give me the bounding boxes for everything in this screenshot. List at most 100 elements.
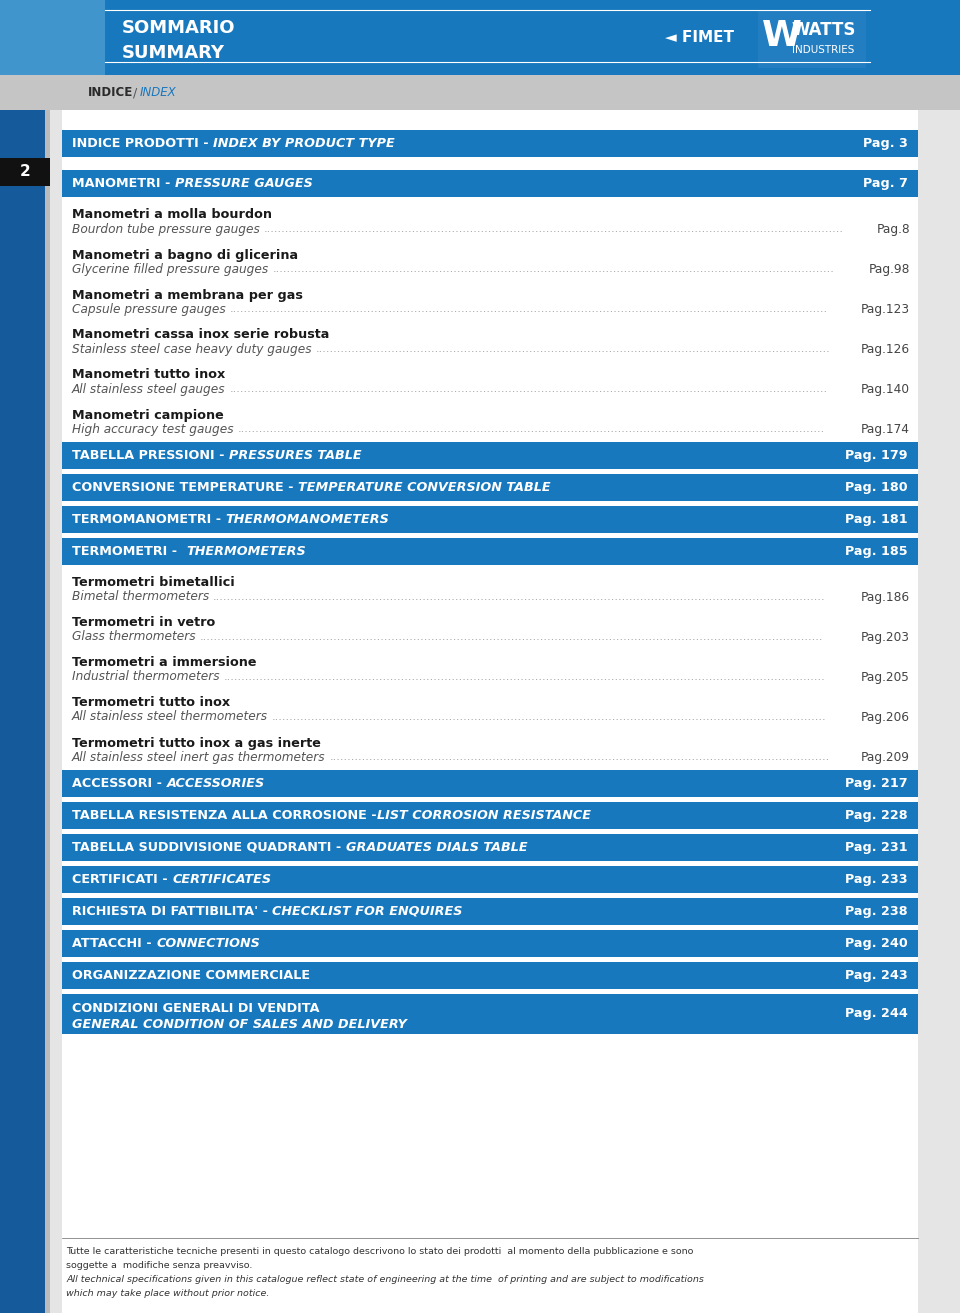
Text: Pag.140: Pag.140 — [861, 382, 910, 395]
Text: Pag. 180: Pag. 180 — [846, 481, 908, 494]
Text: Pag.98: Pag.98 — [869, 263, 910, 276]
Text: Manometri tutto inox: Manometri tutto inox — [72, 369, 226, 382]
Text: Pag. 3: Pag. 3 — [863, 137, 908, 150]
Text: Pag.123: Pag.123 — [861, 302, 910, 315]
Bar — [62, 834, 918, 861]
Text: Pag. 233: Pag. 233 — [846, 873, 908, 886]
Text: Termometri tutto inox a gas inerte: Termometri tutto inox a gas inerte — [72, 737, 321, 750]
Text: ATTACCHI -: ATTACCHI - — [72, 937, 156, 951]
Text: Pag. 217: Pag. 217 — [846, 777, 908, 790]
Text: INDICE PRODOTTI -: INDICE PRODOTTI - — [72, 137, 213, 150]
Bar — [62, 962, 918, 989]
Text: Pag.126: Pag.126 — [861, 343, 910, 356]
Text: CONVERSIONE TEMPERATURE -: CONVERSIONE TEMPERATURE - — [72, 481, 298, 494]
Text: TABELLA SUDDIVISIONE QUADRANTI -: TABELLA SUDDIVISIONE QUADRANTI - — [72, 842, 346, 853]
Text: ................................................................................: ........................................… — [329, 752, 829, 762]
Text: ................................................................................: ........................................… — [224, 672, 826, 681]
Bar — [62, 930, 918, 957]
Text: Manometri a membrana per gas: Manometri a membrana per gas — [72, 289, 302, 302]
Text: Pag. 179: Pag. 179 — [846, 449, 908, 462]
Text: Manometri campione: Manometri campione — [72, 408, 224, 421]
Text: Termometri in vetro: Termometri in vetro — [72, 617, 215, 629]
Text: Capsule pressure gauges: Capsule pressure gauges — [72, 302, 226, 315]
Bar — [45, 110, 50, 1313]
Text: ................................................................................: ........................................… — [229, 383, 828, 394]
Text: TERMOMANOMETRI -: TERMOMANOMETRI - — [72, 513, 226, 527]
Bar — [62, 474, 918, 502]
Text: Pag. 243: Pag. 243 — [845, 969, 908, 982]
Text: W: W — [762, 18, 802, 53]
Text: TABELLA RESISTENZA ALLA CORROSIONE -: TABELLA RESISTENZA ALLA CORROSIONE - — [72, 809, 376, 822]
Text: TEMPERATURE CONVERSION TABLE: TEMPERATURE CONVERSION TABLE — [298, 481, 551, 494]
Bar — [0, 158, 50, 186]
Text: Pag.206: Pag.206 — [861, 710, 910, 723]
Text: Pag. 181: Pag. 181 — [846, 513, 908, 527]
Text: 2: 2 — [19, 164, 31, 180]
Text: TERMOMETRI -: TERMOMETRI - — [72, 545, 186, 558]
Text: CHECKLIST FOR ENQUIRES: CHECKLIST FOR ENQUIRES — [273, 905, 463, 918]
Text: CONDIZIONI GENERALI DI VENDITA: CONDIZIONI GENERALI DI VENDITA — [72, 1002, 320, 1015]
Text: Pag.209: Pag.209 — [861, 751, 910, 763]
Text: Pag.174: Pag.174 — [861, 423, 910, 436]
Text: ORGANIZZAZIONE COMMERCIALE: ORGANIZZAZIONE COMMERCIALE — [72, 969, 310, 982]
Bar — [62, 442, 918, 469]
Text: Pag. 185: Pag. 185 — [846, 545, 908, 558]
Bar — [62, 538, 918, 565]
Text: All technical specifications given in this catalogue reflect state of engineerin: All technical specifications given in th… — [66, 1275, 704, 1284]
Text: THERMOMETERS: THERMOMETERS — [186, 545, 305, 558]
Text: INDEX: INDEX — [140, 85, 177, 98]
Text: SOMMARIO: SOMMARIO — [122, 18, 235, 37]
Text: CONNECTIONS: CONNECTIONS — [156, 937, 260, 951]
Text: INDEX BY PRODUCT TYPE: INDEX BY PRODUCT TYPE — [213, 137, 395, 150]
Text: ................................................................................: ........................................… — [272, 712, 827, 722]
Text: Termometri a immersione: Termometri a immersione — [72, 656, 256, 670]
Text: Termometri tutto inox: Termometri tutto inox — [72, 696, 230, 709]
Text: PRESSURE GAUGES: PRESSURE GAUGES — [175, 177, 313, 190]
Text: /: / — [133, 85, 137, 98]
Text: Stainless steel case heavy duty gauges: Stainless steel case heavy duty gauges — [72, 343, 312, 356]
Text: ................................................................................: ........................................… — [273, 264, 834, 274]
Bar — [62, 769, 918, 797]
Text: ................................................................................: ........................................… — [200, 632, 823, 642]
Text: ................................................................................: ........................................… — [213, 592, 826, 601]
Text: ................................................................................: ........................................… — [316, 344, 830, 355]
Text: ................................................................................: ........................................… — [264, 225, 844, 234]
Text: ACCESSORIES: ACCESSORIES — [166, 777, 265, 790]
Text: Pag. 228: Pag. 228 — [846, 809, 908, 822]
Text: Manometri a molla bourdon: Manometri a molla bourdon — [72, 209, 272, 222]
Text: Pag. 240: Pag. 240 — [845, 937, 908, 951]
Text: INDICE: INDICE — [88, 85, 133, 98]
Text: Pag.8: Pag.8 — [876, 222, 910, 235]
Bar — [0, 0, 105, 75]
Bar — [62, 169, 918, 197]
Bar — [0, 110, 45, 1313]
Text: Glass thermometers: Glass thermometers — [72, 630, 196, 643]
Text: GENERAL CONDITION OF SALES AND DELIVERY: GENERAL CONDITION OF SALES AND DELIVERY — [72, 1018, 407, 1031]
Text: Bourdon tube pressure gauges: Bourdon tube pressure gauges — [72, 222, 260, 235]
Text: GRADUATES DIALS TABLE: GRADUATES DIALS TABLE — [346, 842, 527, 853]
Text: PRESSURES TABLE: PRESSURES TABLE — [229, 449, 362, 462]
Bar — [62, 130, 918, 158]
Bar — [62, 802, 918, 829]
Text: TABELLA PRESSIONI -: TABELLA PRESSIONI - — [72, 449, 229, 462]
Text: THERMOMANOMETERS: THERMOMANOMETERS — [226, 513, 390, 527]
Text: SUMMARY: SUMMARY — [122, 45, 225, 62]
Text: All stainless steel gauges: All stainless steel gauges — [72, 382, 226, 395]
Text: ACCESSORI -: ACCESSORI - — [72, 777, 166, 790]
Text: CERTIFICATI -: CERTIFICATI - — [72, 873, 172, 886]
Text: Pag. 7: Pag. 7 — [863, 177, 908, 190]
Text: Pag. 244: Pag. 244 — [845, 1007, 908, 1020]
Text: All stainless steel thermometers: All stainless steel thermometers — [72, 710, 268, 723]
Text: Pag.205: Pag.205 — [861, 671, 910, 684]
Bar — [62, 506, 918, 533]
Text: Manometri cassa inox serie robusta: Manometri cassa inox serie robusta — [72, 328, 329, 341]
Text: ◄ FIMET: ◄ FIMET — [665, 30, 734, 46]
Text: INDUSTRIES: INDUSTRIES — [792, 45, 854, 55]
Text: Pag. 231: Pag. 231 — [846, 842, 908, 853]
Bar — [62, 110, 918, 1313]
Text: Bimetal thermometers: Bimetal thermometers — [72, 591, 209, 604]
Text: Pag.203: Pag.203 — [861, 630, 910, 643]
Text: Tutte le caratteristiche tecniche presenti in questo catalogo descrivono lo stat: Tutte le caratteristiche tecniche presen… — [66, 1246, 693, 1255]
Text: All stainless steel inert gas thermometers: All stainless steel inert gas thermomete… — [72, 751, 325, 763]
Text: CERTIFICATES: CERTIFICATES — [172, 873, 271, 886]
